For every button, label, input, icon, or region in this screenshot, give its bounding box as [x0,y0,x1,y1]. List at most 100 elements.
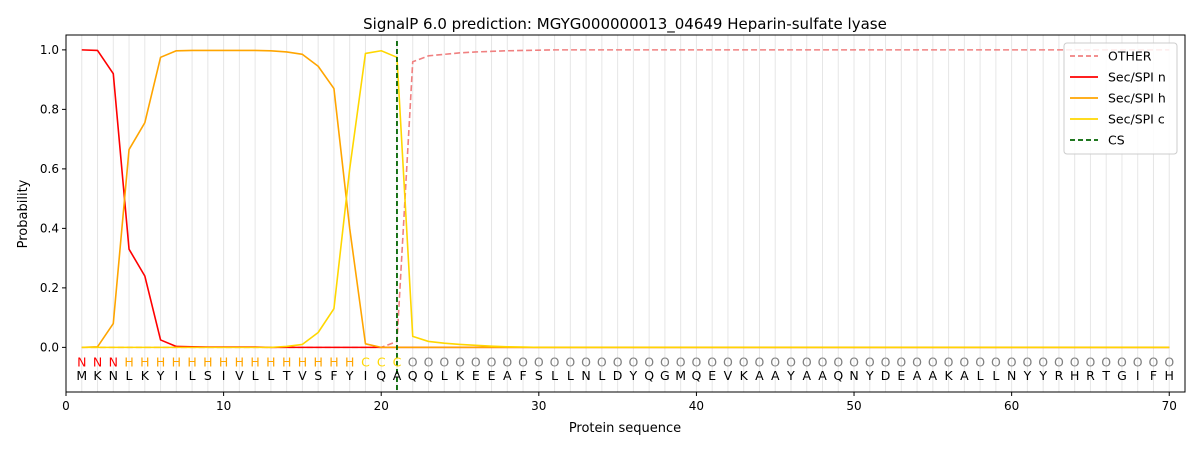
residue-letter: F [1150,368,1157,383]
residue-letter: Y [156,368,165,383]
residue-letter: I [174,368,178,383]
residue-letter: V [724,368,733,383]
plot-frame [65,34,1186,393]
residue-letter: E [472,368,480,383]
residue-letter: I [364,368,368,383]
residue-label: N [77,355,86,370]
y-tick-label: 0.0 [40,340,59,354]
y-tick-label: 0.8 [40,102,59,116]
series-line-sec-spi-h [81,49,1170,349]
residue-letter: K [141,368,150,383]
residue-letter: A [913,368,922,383]
residue-label: O [581,355,591,370]
residue-letter: L [252,368,259,383]
residue-letter: E [897,368,905,383]
residue-label: O [644,355,654,370]
residue-label: O [660,355,670,370]
residue-letter: S [314,368,322,383]
residue-letter: L [551,368,558,383]
residue-letter: L [598,368,605,383]
residue-label: O [597,355,607,370]
residue-letter: A [393,368,402,383]
residue-letter: K [944,368,953,383]
residue-letter: L [126,368,133,383]
residue-letter: L [189,368,196,383]
series-layer [81,41,1170,392]
y-tick-label: 0.2 [40,281,59,295]
residue-label: O [1086,355,1096,370]
sequence-layer: MNKNNNLHKHYHIHLHSHIHVHLHLHTHVHSHFHYHICQC… [76,355,1174,383]
residue-letter: Q [833,368,843,383]
residue-letter: Q [424,368,434,383]
legend-label: CS [1108,133,1125,148]
residue-letter: F [519,368,526,383]
residue-letter: L [441,368,448,383]
residue-letter: G [660,368,670,383]
residue-label: O [628,355,638,370]
residue-letter: A [755,368,764,383]
residue-label: H [219,355,228,370]
x-tick-label: 40 [689,399,704,413]
residue-letter: T [282,368,291,383]
x-tick-label: 0 [62,399,70,413]
residue-label: N [109,355,118,370]
residue-letter: N [1007,368,1016,383]
x-axis-label: Protein sequence [569,421,681,436]
x-tick-label: 20 [374,399,389,413]
series-line-sec-spi-c [81,49,1170,349]
residue-letter: A [929,368,938,383]
residue-label: O [770,355,780,370]
residue-letter: L [977,368,984,383]
residue-label: H [298,355,307,370]
residue-label: O [991,355,1001,370]
residue-letter: T [1101,368,1110,383]
residue-label: H [156,355,165,370]
legend-label: OTHER [1108,49,1152,64]
residue-label: O [739,355,749,370]
residue-letter: L [267,368,274,383]
residue-label: H [187,355,196,370]
residue-letter: D [613,368,623,383]
x-tick-label: 30 [531,399,546,413]
residue-letter: Y [786,368,795,383]
residue-letter: R [1086,368,1095,383]
residue-label: O [755,355,765,370]
residue-letter: A [503,368,512,383]
axes-layer: 0 10 20 30 40 50 60 70 0.0 0.2 0.4 0.6 0.8 1.0 [40,43,1177,413]
residue-letter: H [1165,368,1174,383]
residue-label: O [912,355,922,370]
residue-label: O [928,355,938,370]
residue-letter: Y [1038,368,1047,383]
residue-letter: S [535,368,543,383]
residue-label: O [849,355,859,370]
residue-label: O [518,355,528,370]
y-tick-label: 1.0 [40,43,59,57]
residue-label: O [1117,355,1127,370]
residue-letter: E [488,368,496,383]
residue-label: O [613,355,623,370]
x-tick-label: 70 [1162,399,1177,413]
x-tick-label: 10 [216,399,231,413]
residue-label: O [881,355,891,370]
residue-label: O [471,355,481,370]
residue-label: O [534,355,544,370]
residue-label: H [140,355,149,370]
residue-letter: R [1055,368,1064,383]
residue-letter: A [960,368,969,383]
residue-letter: A [818,368,827,383]
residue-label: O [487,355,497,370]
residue-letter: L [992,368,999,383]
residue-letter: K [740,368,749,383]
residue-letter: K [93,368,102,383]
residue-letter: M [76,368,87,383]
residue-letter: Q [644,368,654,383]
residue-label: O [707,355,717,370]
residue-letter: G [1117,368,1127,383]
residue-label: O [1101,355,1111,370]
residue-label: H [124,355,133,370]
series-line-other [81,49,1170,349]
residue-label: H [250,355,259,370]
residue-label: O [1149,355,1159,370]
residue-letter: K [456,368,465,383]
